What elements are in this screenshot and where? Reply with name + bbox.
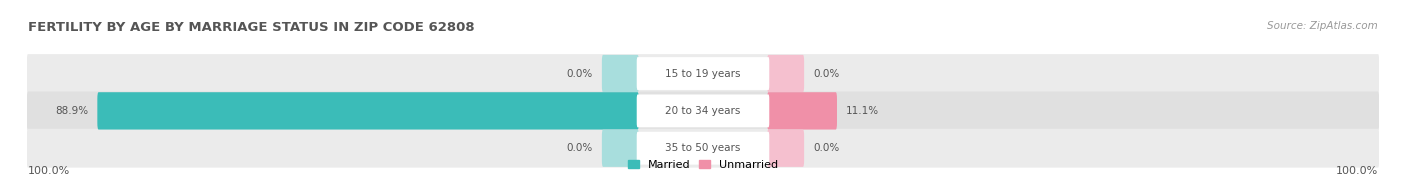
FancyBboxPatch shape xyxy=(602,130,638,167)
FancyBboxPatch shape xyxy=(27,92,1379,130)
Text: 15 to 19 years: 15 to 19 years xyxy=(665,69,741,79)
Text: 100.0%: 100.0% xyxy=(28,166,70,176)
Text: 0.0%: 0.0% xyxy=(567,143,593,153)
FancyBboxPatch shape xyxy=(637,132,769,165)
FancyBboxPatch shape xyxy=(97,92,638,130)
FancyBboxPatch shape xyxy=(768,92,837,130)
Legend: Married, Unmarried: Married, Unmarried xyxy=(627,160,779,170)
Text: 11.1%: 11.1% xyxy=(846,106,879,116)
FancyBboxPatch shape xyxy=(27,129,1379,168)
FancyBboxPatch shape xyxy=(602,55,638,92)
Text: Source: ZipAtlas.com: Source: ZipAtlas.com xyxy=(1267,21,1378,31)
Text: 0.0%: 0.0% xyxy=(813,143,839,153)
FancyBboxPatch shape xyxy=(768,55,804,92)
FancyBboxPatch shape xyxy=(768,130,804,167)
Text: 0.0%: 0.0% xyxy=(813,69,839,79)
Text: 20 to 34 years: 20 to 34 years xyxy=(665,106,741,116)
Text: 88.9%: 88.9% xyxy=(55,106,89,116)
FancyBboxPatch shape xyxy=(637,94,769,127)
Text: 100.0%: 100.0% xyxy=(1336,166,1378,176)
Text: 0.0%: 0.0% xyxy=(567,69,593,79)
Text: FERTILITY BY AGE BY MARRIAGE STATUS IN ZIP CODE 62808: FERTILITY BY AGE BY MARRIAGE STATUS IN Z… xyxy=(28,21,474,34)
FancyBboxPatch shape xyxy=(27,54,1379,93)
Text: 35 to 50 years: 35 to 50 years xyxy=(665,143,741,153)
FancyBboxPatch shape xyxy=(637,57,769,90)
